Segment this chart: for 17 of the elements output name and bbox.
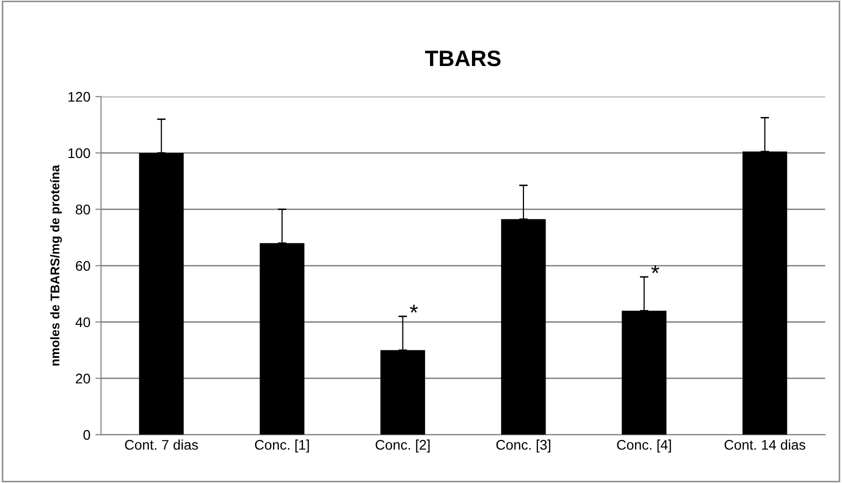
annotation: * <box>651 265 660 274</box>
y-tick-label: 120 <box>68 92 90 102</box>
x-tick-label: Conc. [2] <box>376 440 430 453</box>
y-tick-label: 60 <box>76 260 90 271</box>
x-tick-label: Conc. [4] <box>617 440 671 453</box>
y-tick-label: 80 <box>76 204 90 214</box>
x-tick-label: Cont. 14 dias <box>724 440 806 450</box>
y-tick-label: 100 <box>68 148 90 158</box>
x-tick-label: Conc. [1] <box>254 440 309 453</box>
annotation: * <box>410 304 418 313</box>
y-tick-label: 40 <box>75 317 90 328</box>
chart-title: TBARS <box>425 50 501 66</box>
y-axis-title: nmoles de TBARS/mg de proteína <box>50 164 62 366</box>
y-tick-label: 0 <box>83 430 90 440</box>
y-tick-label: 20 <box>76 374 90 384</box>
x-tick-label: Conc. [3] <box>496 440 550 453</box>
x-tick-label: Cont. 7 dias <box>125 440 198 450</box>
